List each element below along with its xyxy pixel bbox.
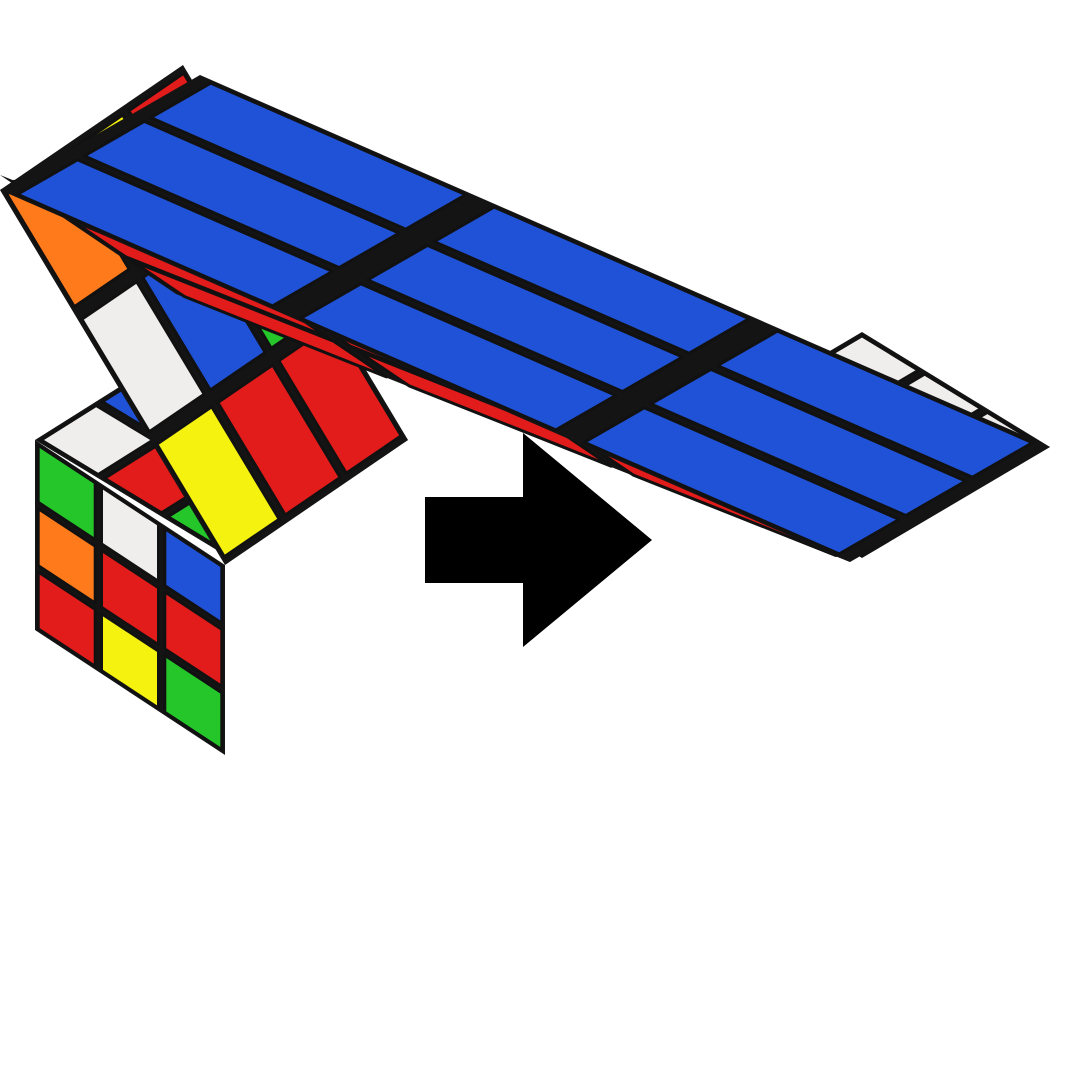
left-sticker-red bbox=[100, 548, 160, 647]
right-sticker-blue bbox=[432, 205, 751, 355]
right-sticker-white bbox=[80, 280, 206, 434]
right-sticker-blue bbox=[16, 158, 334, 308]
solved-rubiks-cube bbox=[0, 75, 1050, 562]
right-sticker-blue bbox=[366, 243, 684, 393]
left-sticker-green bbox=[36, 443, 97, 542]
right-sticker-yellow bbox=[155, 405, 281, 559]
left-sticker-red bbox=[354, 348, 613, 468]
right-sticker-blue bbox=[582, 406, 901, 556]
right-sticker-blue bbox=[716, 329, 1034, 479]
left-sticker-red bbox=[36, 570, 97, 668]
right-sticker-blue bbox=[82, 119, 401, 270]
right-sticker-red bbox=[216, 363, 342, 517]
right-sticker-blue bbox=[299, 282, 618, 432]
left-sticker-white bbox=[100, 485, 160, 583]
left-sticker-orange bbox=[36, 507, 97, 605]
left-sticker-red bbox=[163, 590, 224, 688]
right-sticker-blue bbox=[649, 367, 968, 517]
left-sticker-blue bbox=[163, 527, 224, 625]
top-sticker-white bbox=[39, 404, 155, 476]
left-sticker-yellow bbox=[100, 612, 160, 710]
right-arrow-icon bbox=[425, 433, 652, 647]
left-sticker-green bbox=[163, 653, 224, 752]
left-sticker-red bbox=[130, 259, 388, 379]
right-sticker-blue bbox=[149, 81, 468, 231]
